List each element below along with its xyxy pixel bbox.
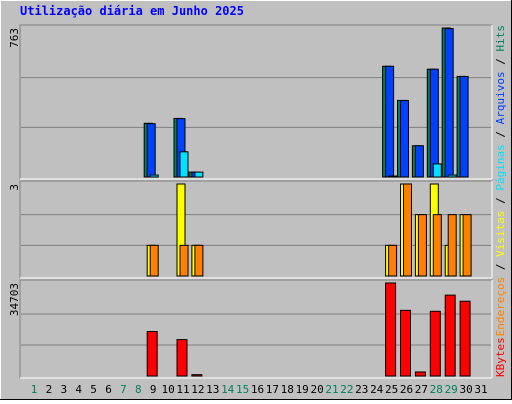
bar	[432, 214, 442, 277]
bar	[194, 171, 204, 178]
bar	[459, 300, 471, 377]
bar	[385, 282, 397, 377]
x-tick-label: 14	[221, 383, 235, 396]
panel	[19, 279, 493, 379]
bar	[179, 151, 189, 178]
bar	[191, 374, 203, 377]
x-tick-label: 18	[281, 383, 294, 396]
bar	[149, 244, 159, 277]
bar	[149, 174, 159, 178]
x-tick-label: 13	[206, 383, 219, 396]
legend-entry: Visitas	[494, 210, 507, 256]
bar	[429, 310, 441, 377]
x-tick-label: 21	[325, 383, 338, 396]
x-tick-label: 1	[31, 383, 38, 396]
x-tick-label: 24	[370, 383, 384, 396]
bar	[194, 244, 204, 277]
legend-entry: KBytes	[494, 337, 507, 377]
x-tick-label: 15	[236, 383, 249, 396]
bar	[400, 99, 409, 178]
x-tick-label: 26	[400, 383, 413, 396]
bar	[447, 174, 457, 178]
x-tick-label: 29	[445, 383, 458, 396]
legend-entry: Endereços	[494, 277, 507, 337]
bar	[146, 331, 158, 377]
legend-entry: Hits	[494, 25, 507, 52]
x-tick-label: 6	[105, 383, 112, 396]
bar	[179, 244, 189, 277]
x-tick-label: 22	[340, 383, 353, 396]
bar	[447, 214, 457, 277]
y-tick-label: 3	[8, 184, 21, 191]
bar	[432, 163, 442, 178]
x-tick-label: 12	[191, 383, 204, 396]
x-tick-label: 10	[161, 383, 174, 396]
x-tick-label: 3	[60, 383, 67, 396]
legend-separator: /	[494, 52, 507, 72]
bar	[403, 183, 412, 277]
bar	[429, 68, 439, 178]
legend-separator: /	[494, 124, 507, 144]
x-tick-label: 16	[251, 383, 264, 396]
bar	[388, 175, 398, 178]
x-tick-label: 20	[310, 383, 323, 396]
x-tick-label: 2	[46, 383, 53, 396]
bar	[414, 371, 426, 377]
x-tick-label: 25	[385, 383, 398, 396]
x-tick-label: 8	[135, 383, 142, 396]
bar	[176, 339, 188, 377]
x-tick-label: 4	[75, 383, 82, 396]
x-tick-label: 17	[266, 383, 279, 396]
legend-entry: Arquivos	[494, 71, 507, 124]
x-tick-label: 30	[459, 383, 472, 396]
bar	[400, 309, 411, 377]
y-tick-label: 34703	[8, 283, 21, 316]
bar	[459, 75, 469, 178]
x-tick-label: 19	[296, 383, 309, 396]
bar	[146, 123, 156, 178]
bar	[388, 244, 398, 277]
bar	[414, 145, 424, 178]
legend: Endereços / Visitas / Páginas / Arquivos…	[494, 25, 507, 336]
bar	[417, 214, 427, 277]
legend-separator: /	[494, 257, 507, 277]
bar	[385, 65, 395, 178]
x-tick-label: 27	[415, 383, 428, 396]
x-tick-label: 9	[150, 383, 157, 396]
x-tick-label: 11	[176, 383, 189, 396]
bar	[444, 294, 456, 377]
y-tick-label: 763	[8, 28, 21, 48]
legend-separator: /	[494, 191, 507, 211]
x-tick-label: 7	[120, 383, 127, 396]
bar	[462, 214, 472, 277]
legend-entry: Páginas	[494, 144, 507, 190]
chart-title: Utilização diária em Junho 2025	[20, 4, 244, 18]
bar	[444, 28, 454, 178]
x-tick-label: 28	[430, 383, 443, 396]
x-tick-label: 5	[90, 383, 97, 396]
x-tick-label: 23	[355, 383, 368, 396]
x-tick-label: 31	[474, 383, 487, 396]
